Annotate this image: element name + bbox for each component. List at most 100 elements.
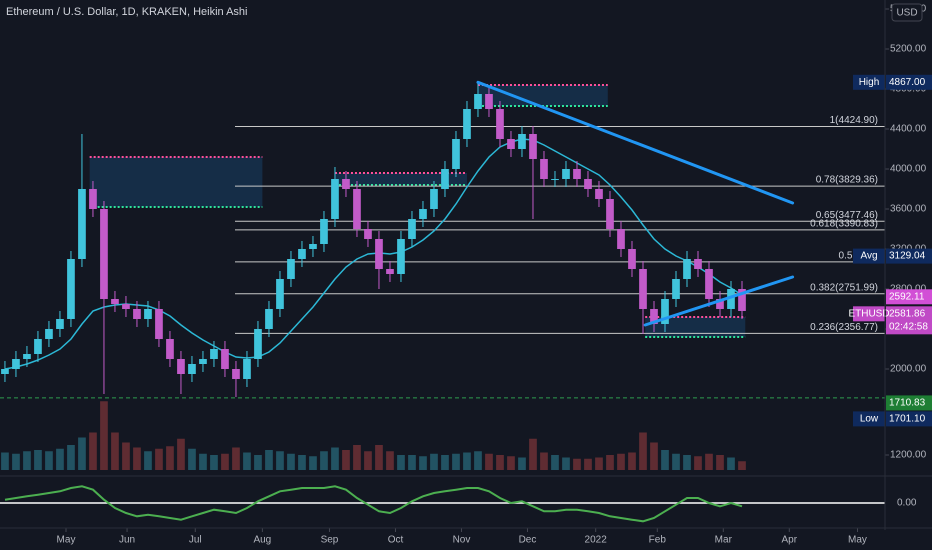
volume-bar (595, 457, 603, 470)
y-tick-label: 4000.00 (890, 164, 927, 175)
volume-bar (342, 450, 350, 470)
price-tag-value: 1710.83 (889, 398, 926, 409)
volume-bar (56, 448, 64, 470)
volume-bar (727, 457, 735, 470)
candle-body (155, 309, 163, 339)
volume-bar (331, 447, 339, 470)
volume-bar (1, 452, 9, 470)
candle-body (254, 329, 262, 359)
volume-bar (540, 452, 548, 470)
plot-layer: 5600.005200.004800.004400.004000.003600.… (0, 4, 932, 546)
price-tag-value: 2581.86 (889, 308, 926, 319)
volume-bar (177, 438, 185, 470)
candle-body (584, 179, 592, 189)
currency-label[interactable]: USD (896, 8, 917, 19)
volume-bar (34, 450, 42, 470)
volume-bar (210, 455, 218, 470)
price-tag (886, 306, 932, 335)
x-tick-label: May (848, 535, 867, 546)
volume-bar (551, 455, 559, 470)
candle-body (386, 269, 394, 274)
x-tick-label: Oct (388, 535, 404, 546)
candle-body (12, 359, 20, 369)
candle-body (551, 179, 559, 180)
candle-body (78, 189, 86, 259)
x-tick-label: Aug (253, 535, 271, 546)
volume-bar (419, 456, 427, 470)
candle-body (188, 364, 196, 374)
x-tick-label: Jun (119, 535, 135, 546)
volume-bar (386, 451, 394, 470)
y-tick-label: 5200.00 (890, 44, 927, 55)
volume-bar (738, 461, 746, 470)
volume-bar (529, 438, 537, 470)
volume-bar (320, 451, 328, 470)
trend-line (643, 275, 795, 327)
candle-body (738, 289, 746, 311)
candle-body (441, 169, 449, 189)
candle-body (705, 269, 713, 299)
volume-tick-label: 1200.00 (890, 450, 927, 461)
volume-bar (265, 450, 273, 470)
volume-bar (254, 455, 262, 470)
candle-body (573, 169, 581, 179)
candle-body (617, 229, 625, 249)
volume-bar (518, 457, 526, 470)
candle-body (122, 304, 130, 309)
fib-label: 0.78(3829.36) (816, 175, 878, 186)
candle-body (639, 269, 647, 309)
candle-body (397, 239, 405, 274)
candle-body (628, 249, 636, 269)
volume-bar (705, 453, 713, 470)
volume-bar (628, 452, 636, 470)
candle-body (89, 189, 97, 209)
fib-label: 0.618(3390.83) (810, 219, 878, 230)
candle-body (45, 329, 53, 339)
candle-body (661, 299, 669, 324)
volume-bar (573, 458, 581, 470)
volume-bar (144, 451, 152, 470)
candle-body (650, 309, 658, 324)
volume-bar (661, 450, 669, 470)
oscillator-tick-label: 0.00 (897, 498, 917, 509)
candle-body (485, 94, 493, 109)
volume-bar (287, 453, 295, 470)
zone (477, 85, 608, 106)
candle-body (672, 279, 680, 299)
candle-body (562, 169, 570, 179)
volume-bar (364, 451, 372, 470)
volume-bar (67, 445, 75, 470)
volume-bar (683, 455, 691, 470)
volume-bar (397, 455, 405, 470)
currency-button[interactable] (891, 3, 923, 22)
price-tag-countdown: 02:42:58 (889, 321, 928, 332)
price-tag-value: 4867.00 (889, 77, 926, 88)
price-tag-name: High (859, 77, 880, 88)
volume-bar (375, 445, 383, 470)
price-tag-name-box (853, 248, 885, 264)
candle-body (199, 359, 207, 364)
candle-body (727, 289, 735, 309)
price-tag-name-box (853, 74, 885, 90)
candle-body (1, 369, 9, 374)
y-tick-label: 2800.00 (890, 284, 927, 295)
candle-body (496, 109, 504, 139)
candle-body (232, 369, 240, 379)
fib-label: 0.236(2356.77) (810, 322, 878, 333)
volume-bar (474, 451, 482, 470)
candle-body (100, 209, 108, 299)
candle-body (518, 134, 526, 149)
x-tick-label: Apr (782, 535, 798, 546)
price-tag (886, 289, 932, 305)
price-tag-value: 1701.10 (889, 414, 926, 425)
trend-line (476, 80, 795, 205)
candle-body (353, 189, 361, 229)
y-tick-label: 2000.00 (890, 364, 927, 375)
volume-bar (430, 453, 438, 470)
candle-body (56, 319, 64, 329)
candle-body (298, 249, 306, 259)
volume-bar (485, 453, 493, 470)
candle-body (67, 259, 75, 319)
x-tick-label: Dec (519, 535, 537, 546)
